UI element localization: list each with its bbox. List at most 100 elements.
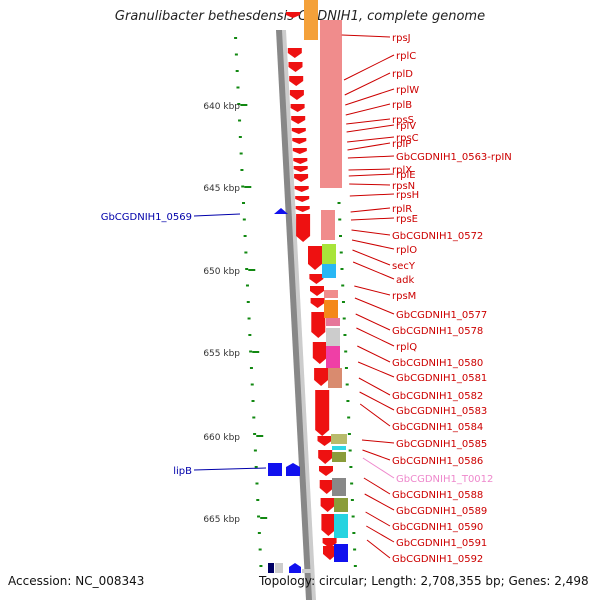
scale-dot <box>340 268 344 270</box>
scale-dot <box>244 251 248 254</box>
scale-dot <box>339 235 342 237</box>
gene-label: rpsC <box>396 133 419 144</box>
scale-dot <box>249 350 253 353</box>
gene-label: GbCGDNIH1_0584 <box>392 422 483 433</box>
gene-label: secY <box>392 261 416 272</box>
leader-line <box>350 217 395 221</box>
scale-dot <box>353 565 357 567</box>
gene-label-left: GbCGDNIH1_0569 <box>101 212 192 223</box>
gene-arrow <box>296 214 311 242</box>
gene-arrow <box>292 138 307 144</box>
leader-line <box>345 103 391 116</box>
leader-line <box>363 477 391 495</box>
gene-arrow <box>274 208 288 214</box>
map-title: Granulibacter bethesdensis CGDNIH1, comp… <box>114 9 486 24</box>
gene-block <box>268 563 274 573</box>
gene-label: GbCGDNIH1_0563-rpIN <box>396 152 512 163</box>
leader-line <box>354 285 391 296</box>
leader-line <box>355 313 391 331</box>
gene-label: GbCGDNIH1_0580 <box>392 358 483 369</box>
leader-line <box>347 155 395 159</box>
scale-dot <box>346 400 350 402</box>
scale-dot <box>347 416 351 419</box>
gene-arrow <box>315 390 330 436</box>
gene-block <box>334 544 348 562</box>
gene-arrow <box>286 12 300 18</box>
gene-label: rpsM <box>392 291 416 302</box>
scale-dot <box>259 565 263 567</box>
tick-label: 645 kbp <box>203 184 240 194</box>
scale-dot <box>253 449 257 452</box>
scale-dot <box>344 350 348 353</box>
gene-arrow <box>291 116 306 124</box>
gene-arrow <box>312 342 327 364</box>
scale-dot <box>236 86 240 89</box>
topology-text: Topology: circular; Length: 2,708,355 bp… <box>259 574 589 588</box>
gene-label: GbCGDNIH1_0581 <box>396 373 487 384</box>
gene-label: rplW <box>396 85 419 96</box>
scale-dot <box>351 515 355 518</box>
gene-label: GbCGDNIH1_0583 <box>396 406 487 417</box>
gene-arrow <box>319 466 333 476</box>
gene-block <box>334 498 348 512</box>
leader-line <box>346 118 391 125</box>
gene-label: rplC <box>396 51 416 62</box>
scale-dot <box>241 185 245 188</box>
tick-label: 650 kbp <box>203 267 240 277</box>
chromosome-bar-shadow <box>282 30 316 600</box>
gene-block <box>304 0 318 40</box>
gene-arrow <box>294 186 309 192</box>
scale-dot <box>247 317 251 320</box>
gene-arrow <box>308 246 322 270</box>
gene-arrow <box>293 166 308 172</box>
gene-label: rpsH <box>396 190 419 201</box>
leader-line <box>351 239 395 250</box>
gene-block <box>322 264 336 278</box>
gene-arrow <box>295 196 310 202</box>
scale-dot <box>257 515 261 518</box>
scale-dot <box>235 70 239 72</box>
gene-label: rpsJ <box>392 33 411 44</box>
scale-dot <box>245 284 249 287</box>
gene-arrow <box>292 148 307 154</box>
gene-arrow <box>317 436 332 446</box>
gene-arrow <box>319 480 334 494</box>
gene-label: GbCGDNIH1_T0012 <box>396 474 493 485</box>
gene-arrow <box>286 463 300 476</box>
gene-arrow <box>323 546 337 560</box>
scale-dot <box>349 466 353 468</box>
scale-dot <box>342 317 346 320</box>
gene-arrow <box>293 158 308 164</box>
gene-label: rpsN <box>392 181 415 192</box>
scale-dot <box>250 383 254 386</box>
gene-label: rplE <box>396 170 416 181</box>
gene-block <box>332 446 346 450</box>
leader-line <box>348 173 395 177</box>
leader-line <box>362 449 391 461</box>
gene-block <box>326 346 340 368</box>
gene-block <box>275 563 283 573</box>
gene-arrow <box>310 298 325 308</box>
gene-label: rplV <box>396 121 416 132</box>
scale-dot <box>337 202 341 204</box>
gene-block <box>326 318 340 326</box>
gene-arrow <box>268 463 282 476</box>
leader-line <box>356 327 395 347</box>
scale-dot <box>238 119 242 122</box>
leader-line <box>362 457 395 479</box>
scale-dot <box>345 383 349 386</box>
gene-block <box>331 434 347 444</box>
gene-label: GbCGDNIH1_0586 <box>392 456 483 467</box>
scale-dot <box>245 268 249 270</box>
tick-label: 665 kbp <box>203 515 240 525</box>
leader-line <box>361 439 395 444</box>
leader-line <box>344 72 391 96</box>
scale-dot <box>350 499 354 501</box>
scale-dot <box>341 301 345 303</box>
scale-dot <box>237 103 241 105</box>
gene-arrow <box>311 312 326 338</box>
scale-dot <box>347 433 351 435</box>
gene-arrow <box>287 48 302 58</box>
gene-label-left: lipB <box>173 466 192 477</box>
tick-label: 660 kbp <box>203 433 240 443</box>
